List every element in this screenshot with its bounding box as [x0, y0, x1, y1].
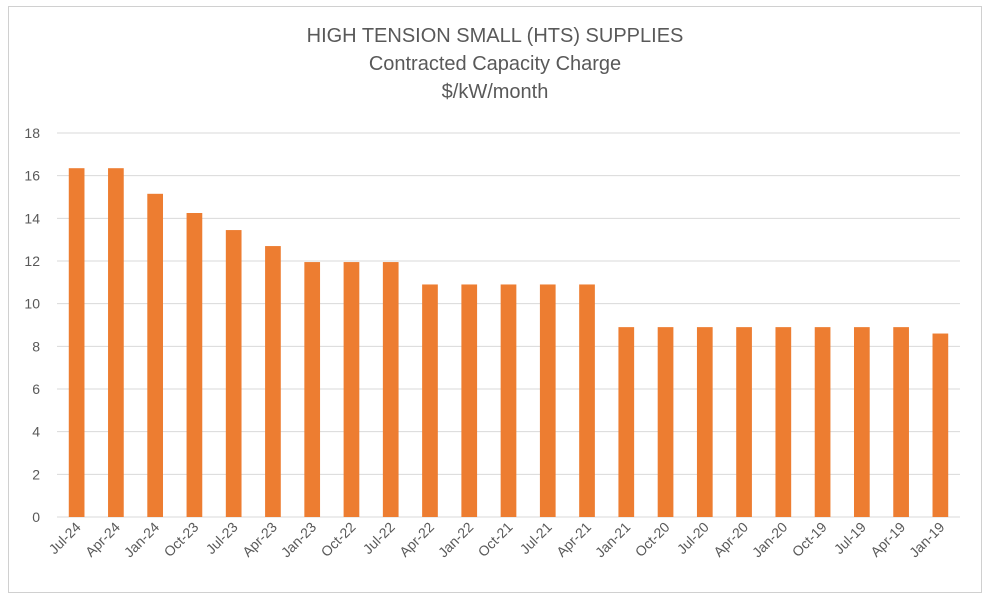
- y-tick-label: 16: [24, 168, 40, 184]
- bar: [422, 284, 438, 517]
- bar: [736, 327, 752, 517]
- bar: [696, 327, 713, 517]
- bar: [932, 333, 949, 517]
- y-tick-label: 4: [32, 424, 40, 440]
- x-tick-label: Apr-21: [553, 519, 594, 560]
- x-tick-label: Jan-22: [435, 519, 477, 561]
- bar: [68, 168, 85, 517]
- bar: [108, 168, 124, 517]
- y-tick-label: 8: [32, 338, 40, 354]
- x-tick-label: Jan-20: [749, 519, 791, 561]
- y-tick-label: 6: [32, 381, 40, 397]
- x-tick-label: Jul-20: [674, 519, 712, 557]
- x-tick-label: Jan-24: [121, 519, 163, 561]
- bar: [775, 327, 792, 517]
- bar: [853, 327, 870, 517]
- bar: [893, 327, 909, 517]
- bar: [265, 246, 281, 518]
- y-tick-label: 12: [24, 253, 40, 269]
- x-tick-label: Jan-21: [592, 519, 634, 561]
- bar: [814, 327, 831, 517]
- chart-title-block: HIGH TENSION SMALL (HTS) SUPPLIES Contra…: [0, 22, 990, 106]
- bar: [186, 213, 203, 517]
- bar: [618, 327, 635, 517]
- y-tick-label: 10: [24, 296, 40, 312]
- bar: [657, 327, 674, 517]
- x-tick-label: Jul-21: [517, 519, 555, 557]
- x-tick-label: Jul-24: [45, 519, 83, 557]
- x-tick-label: Oct-20: [632, 519, 673, 560]
- bar: [500, 284, 517, 517]
- bar: [539, 284, 556, 517]
- bar: [225, 230, 242, 518]
- x-tick-label: Jul-23: [203, 519, 241, 557]
- x-tick-label: Oct-22: [318, 519, 359, 560]
- chart-unit: $/kW/month: [441, 81, 549, 103]
- bar: [461, 284, 478, 517]
- bar: [343, 262, 360, 517]
- x-tick-label: Apr-20: [710, 519, 751, 560]
- x-tick-label: Apr-23: [239, 519, 280, 560]
- chart-title: HIGH TENSION SMALL (HTS) SUPPLIES: [306, 25, 684, 47]
- x-tick-label: Jan-19: [906, 519, 948, 561]
- y-tick-label: 0: [32, 509, 40, 525]
- bar: [147, 193, 164, 518]
- x-tick-label: Oct-23: [161, 519, 202, 560]
- x-tick-label: Apr-19: [867, 519, 908, 560]
- bar: [304, 262, 321, 517]
- x-tick-label: Apr-24: [82, 519, 123, 560]
- x-tick-label: Jul-22: [360, 519, 398, 557]
- x-tick-label: Jul-19: [831, 519, 869, 557]
- x-tick-label: Jan-23: [278, 519, 320, 561]
- bar: [382, 262, 399, 517]
- x-tick-label: Oct-21: [475, 519, 516, 560]
- x-tick-label: Oct-19: [789, 519, 830, 560]
- y-tick-label: 18: [24, 125, 40, 141]
- y-tick-label: 14: [24, 210, 40, 226]
- chart-subtitle: Contracted Capacity Charge: [368, 53, 622, 75]
- y-tick-label: 2: [32, 466, 40, 482]
- x-tick-label: Apr-22: [396, 519, 437, 560]
- bar: [579, 284, 595, 517]
